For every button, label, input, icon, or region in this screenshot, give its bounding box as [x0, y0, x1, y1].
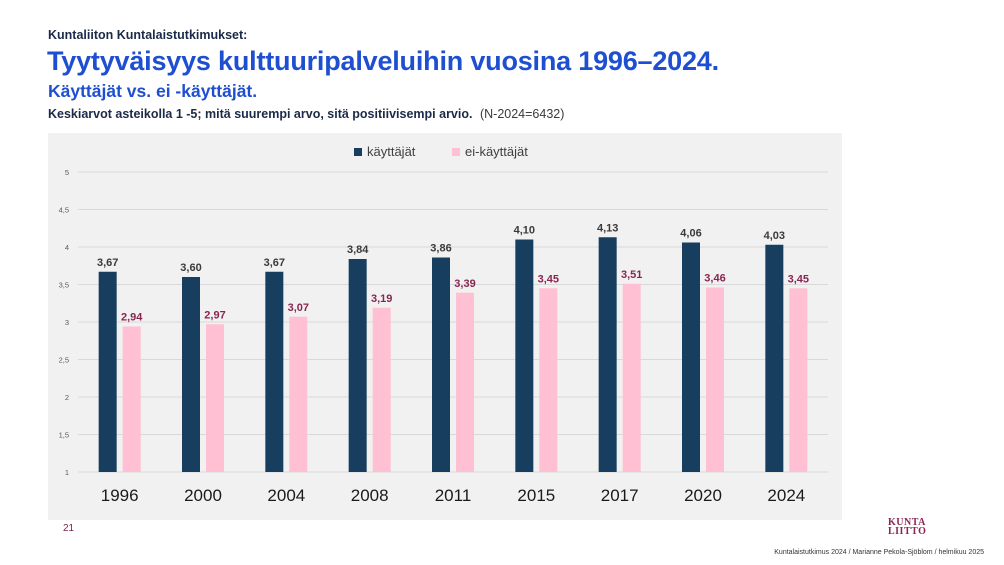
page-subtitle: Käyttäjät vs. ei -käyttäjät.	[48, 81, 258, 101]
bar-eikyttjt-1996	[122, 326, 141, 472]
bar-kyttjt-2011	[432, 257, 450, 472]
bar-chart: 1 1,5 2 2,5 3 3,5 4 4,5 5 käyttäjät ei-käyttäjät 3,…	[59, 144, 828, 505]
bar-kyttjt-2004	[265, 271, 284, 472]
data-label: 4,06	[680, 228, 701, 240]
chart-panel: 1 1,5 2 2,5 3 3,5 4 4,5 5 käyttäjät ei-käyttäjät 3,…	[48, 133, 842, 520]
bar-eikyttjt-2000	[206, 324, 224, 472]
bar-eikyttjt-2011	[456, 292, 474, 472]
y-tick-label: 2	[65, 393, 69, 402]
bar-kyttjt-2000	[182, 277, 200, 472]
data-label: 3,60	[180, 262, 201, 274]
x-tick-label: 2024	[767, 486, 805, 505]
data-label: 3,67	[264, 257, 285, 269]
y-tick-label: 1	[65, 468, 69, 477]
data-label: 2,94	[121, 312, 143, 324]
sample-size-note: (N-2024=6432)	[479, 107, 565, 121]
chart-description: Keskiarvot asteikolla 1 -5; mitä suuremp…	[48, 107, 564, 121]
y-tick-label: 5	[65, 168, 69, 177]
x-tick-label: 2004	[267, 486, 305, 505]
data-label: 4,10	[514, 225, 535, 237]
y-tick-label: 2,5	[59, 356, 69, 365]
x-tick-label: 2015	[517, 486, 555, 505]
page-title: Tyytyväisyys kulttuuripalveluihin vuosin…	[47, 46, 719, 76]
data-label: 3,45	[538, 273, 559, 285]
legend-swatch-2	[452, 148, 460, 156]
bar-eikyttjt-2015	[539, 288, 558, 472]
bar-kyttjt-2020	[682, 242, 700, 472]
x-tick-label: 2000	[184, 486, 222, 505]
bar-kyttjt-2017	[598, 237, 617, 472]
data-label: 3,51	[621, 269, 642, 281]
x-tick-label: 2020	[684, 486, 722, 505]
data-label: 3,45	[788, 273, 809, 285]
data-label: 3,19	[371, 293, 392, 305]
bar-eikyttjt-2017	[622, 283, 641, 472]
data-label: 3,46	[704, 273, 725, 285]
bar-kyttjt-2008	[348, 259, 367, 472]
y-tick-label: 4	[65, 243, 69, 252]
data-label: 3,67	[97, 257, 118, 269]
logo-text-line1: KUNTA	[888, 517, 926, 528]
legend-swatch-1	[354, 148, 362, 156]
kuntaliitto-logo: KUNTA LIITTO	[888, 518, 944, 538]
x-tick-label: 2008	[351, 486, 389, 505]
y-tick-label: 3,5	[59, 281, 69, 290]
data-label: 3,84	[347, 244, 369, 256]
bar-kyttjt-1996	[98, 271, 117, 472]
bar-eikyttjt-2020	[706, 287, 724, 472]
bar-kyttjt-2024	[765, 244, 784, 472]
x-tick-label: 1996	[101, 486, 139, 505]
data-label: 4,13	[597, 222, 618, 234]
legend-label-1: käyttäjät	[367, 144, 416, 159]
data-label: 3,07	[288, 302, 309, 314]
y-tick-label: 1,5	[59, 431, 69, 440]
x-tick-label: 2017	[601, 486, 639, 505]
bar-kyttjt-2015	[515, 239, 534, 472]
bar-eikyttjt-2024	[789, 288, 808, 472]
footer-credit: Kuntalaistutkimus 2024 / Marianne Pekola…	[774, 549, 984, 556]
data-label: 3,39	[454, 278, 475, 290]
data-label: 4,03	[764, 230, 785, 242]
scale-description: Keskiarvot asteikolla 1 -5; mitä suuremp…	[48, 107, 473, 121]
bar-eikyttjt-2004	[289, 316, 308, 472]
y-tick-label: 3	[65, 318, 69, 327]
x-tick-label: 2011	[435, 486, 472, 505]
data-label: 2,97	[204, 309, 225, 321]
page-number: 21	[63, 523, 75, 534]
report-kicker: Kuntaliiton Kuntalaistutkimukset:	[48, 28, 248, 42]
logo-text-line2: LIITTO	[888, 526, 927, 537]
bar-eikyttjt-2008	[372, 307, 391, 472]
legend-label-2: ei-käyttäjät	[465, 144, 528, 159]
y-tick-label: 4,5	[59, 206, 69, 215]
data-label: 3,86	[430, 243, 451, 255]
